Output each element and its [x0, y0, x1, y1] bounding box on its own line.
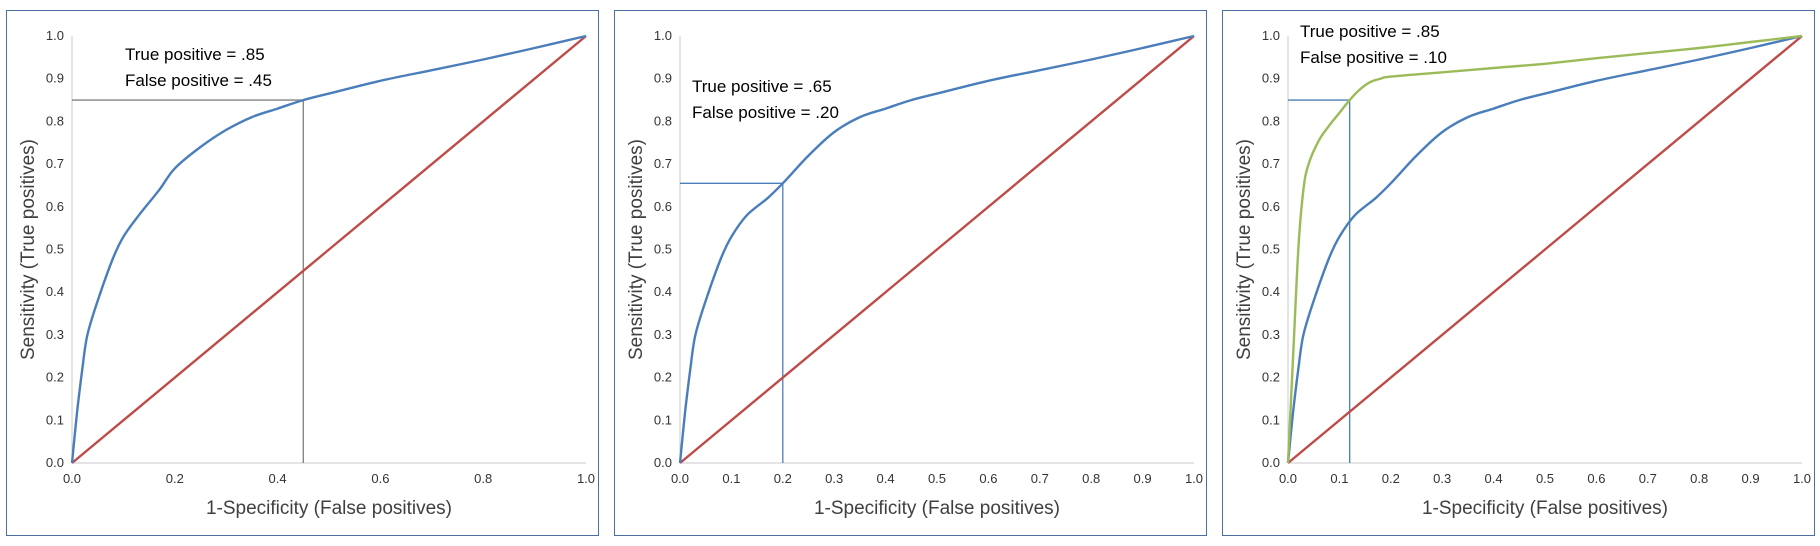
- y-tick-label: 0.9: [1262, 71, 1280, 86]
- x-tick-label: 1.0: [1185, 471, 1203, 486]
- y-tick-label: 0.6: [46, 199, 64, 214]
- y-tick-label: 0.3: [654, 327, 672, 342]
- x-tick-label: 0.2: [774, 471, 792, 486]
- x-tick-label: 0.2: [1382, 471, 1400, 486]
- roc-chart-3-plot: 0.0 0.1 0.2 0.3 0.4 0.5 0.6 0.7 0.8 0.9 1.0 0.0 0.1 0…: [1234, 22, 1811, 519]
- x-tick-label: 0.3: [1433, 471, 1451, 486]
- x-tick-label: 1.0: [577, 471, 595, 486]
- x-tick-label: 0.1: [1330, 471, 1348, 486]
- y-tick-label: 1.0: [1262, 28, 1280, 43]
- y-tick-label: 0.5: [654, 242, 672, 257]
- annotation-text: False positive = .20: [692, 103, 839, 122]
- y-tick-label: 0.0: [654, 455, 672, 470]
- series-line-roc: [678, 34, 1195, 464]
- x-tick-label: 0.4: [1485, 471, 1503, 486]
- series-line-roc: [1286, 34, 1803, 464]
- y-axis-title: Sensitivity (True positives): [1234, 139, 1255, 360]
- x-tick-label: 0.3: [825, 471, 843, 486]
- y-tick-label: 0.5: [1262, 242, 1280, 257]
- y-axis-title: Sensitivity (True positives): [18, 139, 39, 360]
- x-tick-label: 0.7: [1639, 471, 1657, 486]
- annotation-text: True positive = .65: [692, 77, 832, 96]
- y-tick-label: 0.4: [46, 284, 64, 299]
- x-tick-label: 0.6: [979, 471, 997, 486]
- x-tick-label: 0.2: [166, 471, 184, 486]
- series-line-diagonal: [679, 35, 1195, 464]
- y-axis-title: Sensitivity (True positives): [626, 139, 647, 360]
- x-tick-label: 0.4: [877, 471, 895, 486]
- x-tick-label: 0.0: [1279, 471, 1297, 486]
- x-tick-label: 0.8: [474, 471, 492, 486]
- x-tick-label: 0.0: [671, 471, 689, 486]
- annotation-text: True positive = .85: [125, 45, 265, 64]
- y-tick-label: 0.6: [1262, 199, 1280, 214]
- y-tick-label: 0.7: [1262, 156, 1280, 171]
- y-tick-label: 0.5: [46, 242, 64, 257]
- roc-chart-2: 0.0 0.1 0.2 0.3 0.4 0.5 0.6 0.7 0.8 0.9 1.0 0.0 0.1 0…: [614, 10, 1207, 536]
- y-tick-label: 0.3: [46, 327, 64, 342]
- y-tick-label: 0.4: [1262, 284, 1280, 299]
- annotation-text: False positive = .45: [125, 71, 272, 90]
- x-tick-label: 0.6: [1587, 471, 1605, 486]
- roc-chart-1: 0.0 0.1 0.2 0.3 0.4 0.5 0.6 0.7 0.8 0.9 1.0 0.0 0.2 0…: [6, 10, 599, 536]
- x-tick-label: 0.6: [371, 471, 389, 486]
- series-line-diagonal: [1287, 35, 1803, 464]
- y-tick-label: 0.9: [654, 71, 672, 86]
- y-tick-label: 0.7: [654, 156, 672, 171]
- x-tick-label: 0.8: [1690, 471, 1708, 486]
- y-tick-label: 0.8: [46, 113, 64, 128]
- y-tick-label: 0.0: [1262, 455, 1280, 470]
- x-tick-label: 0.9: [1742, 471, 1760, 486]
- x-tick-label: 0.5: [928, 471, 946, 486]
- y-tick-label: 0.9: [46, 71, 64, 86]
- series-line-roc_alt: [1286, 34, 1803, 464]
- y-tick-label: 0.4: [654, 284, 672, 299]
- roc-chart-2-plot: 0.0 0.1 0.2 0.3 0.4 0.5 0.6 0.7 0.8 0.9 1.0 0.0 0.1 0…: [626, 28, 1203, 519]
- y-tick-label: 0.2: [1262, 370, 1280, 385]
- y-tick-label: 0.7: [46, 156, 64, 171]
- y-tick-label: 0.1: [46, 412, 64, 427]
- y-tick-label: 0.2: [46, 370, 64, 385]
- y-tick-label: 0.8: [1262, 113, 1280, 128]
- x-tick-label: 0.0: [63, 471, 81, 486]
- x-axis-title: 1-Specificity (False positives): [206, 498, 452, 519]
- annotation-text: True positive = .85: [1300, 22, 1440, 41]
- x-tick-label: 0.1: [722, 471, 740, 486]
- x-tick-label: 0.8: [1082, 471, 1100, 486]
- series-line-roc: [70, 34, 587, 464]
- y-tick-label: 0.8: [654, 113, 672, 128]
- annotation-text: False positive = .10: [1300, 48, 1447, 67]
- x-tick-label: 0.9: [1134, 471, 1152, 486]
- roc-chart-1-plot: 0.0 0.1 0.2 0.3 0.4 0.5 0.6 0.7 0.8 0.9 1.0 0.0 0.2 0…: [18, 28, 595, 519]
- y-tick-label: 1.0: [46, 28, 64, 43]
- y-tick-label: 1.0: [654, 28, 672, 43]
- x-tick-label: 0.5: [1536, 471, 1554, 486]
- x-axis-title: 1-Specificity (False positives): [814, 498, 1060, 519]
- series-line-diagonal: [71, 35, 587, 464]
- y-tick-label: 0.6: [654, 199, 672, 214]
- roc-chart-3: 0.0 0.1 0.2 0.3 0.4 0.5 0.6 0.7 0.8 0.9 1.0 0.0 0.1 0…: [1222, 10, 1815, 536]
- y-tick-label: 0.1: [654, 412, 672, 427]
- x-tick-label: 1.0: [1793, 471, 1811, 486]
- y-tick-label: 0.2: [654, 370, 672, 385]
- y-tick-label: 0.1: [1262, 412, 1280, 427]
- x-axis-title: 1-Specificity (False positives): [1422, 498, 1668, 519]
- x-tick-label: 0.7: [1031, 471, 1049, 486]
- y-tick-label: 0.3: [1262, 327, 1280, 342]
- x-tick-label: 0.4: [269, 471, 287, 486]
- y-tick-label: 0.0: [46, 455, 64, 470]
